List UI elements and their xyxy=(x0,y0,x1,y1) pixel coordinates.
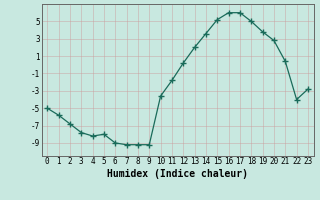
X-axis label: Humidex (Indice chaleur): Humidex (Indice chaleur) xyxy=(107,169,248,179)
